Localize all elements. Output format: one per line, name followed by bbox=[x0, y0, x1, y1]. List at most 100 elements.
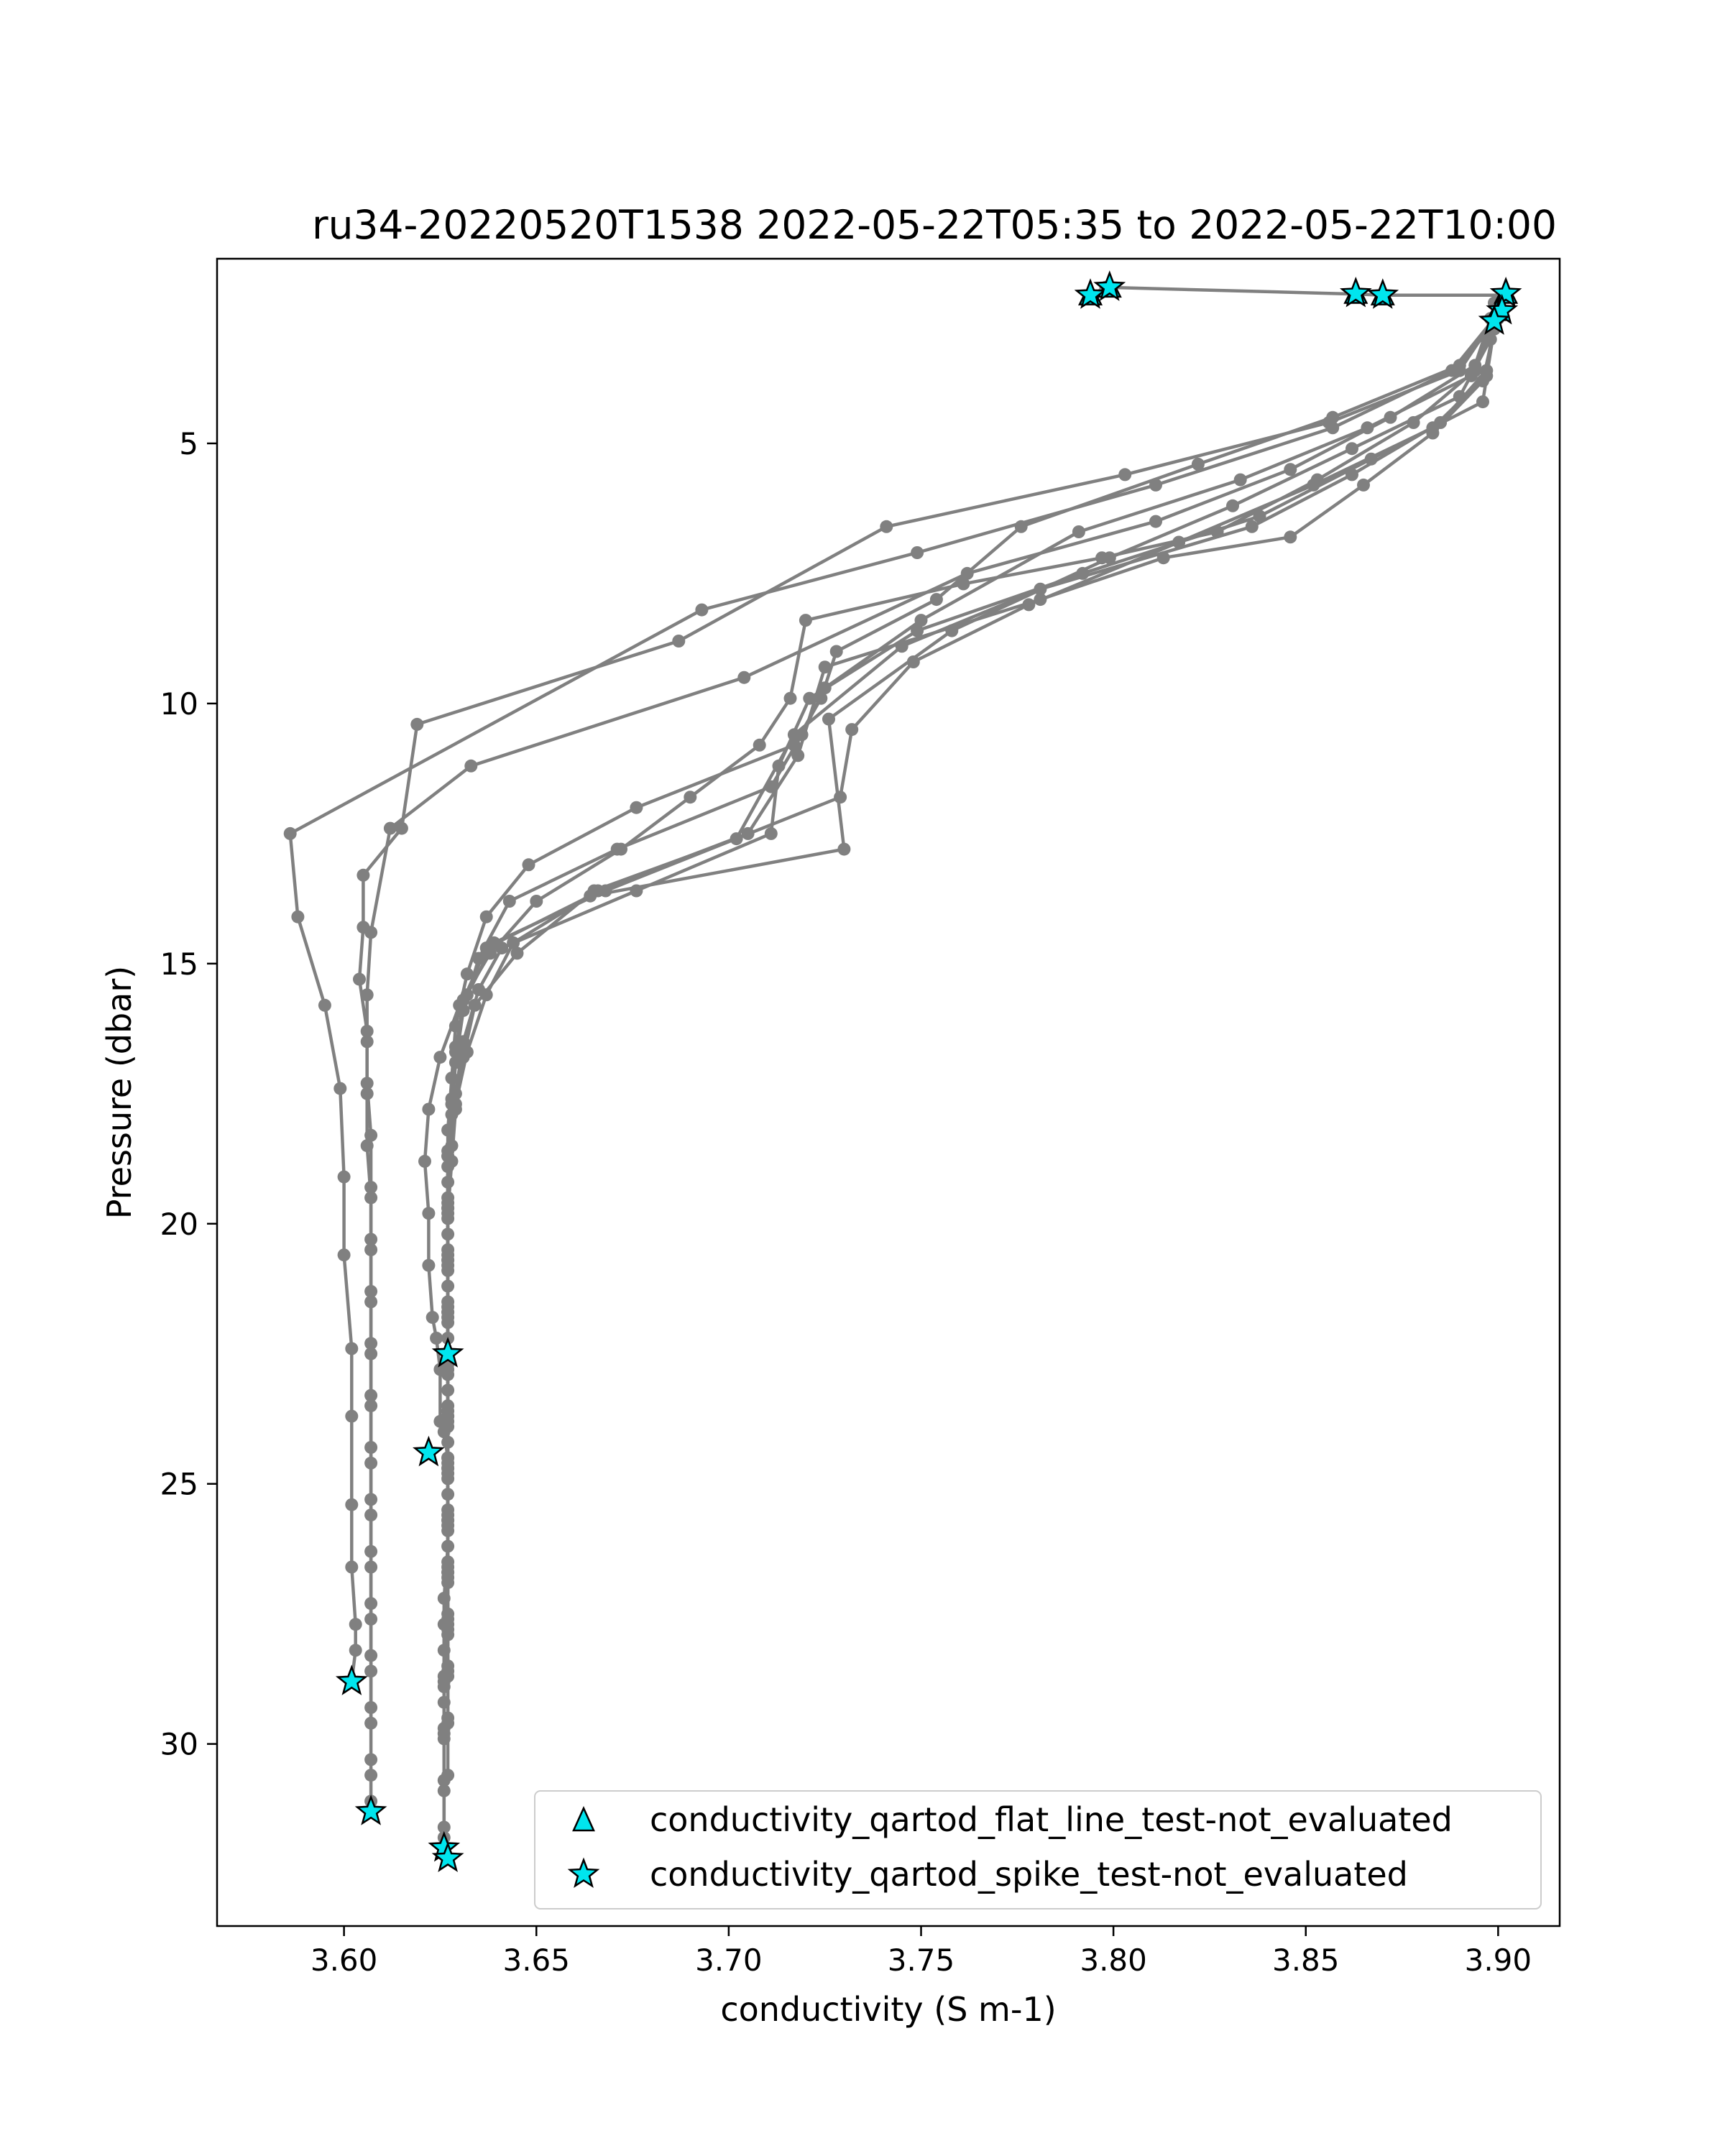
profile-point bbox=[360, 988, 374, 1002]
profile-point bbox=[430, 1332, 443, 1345]
profile-point bbox=[684, 791, 697, 804]
profile-point bbox=[1326, 421, 1340, 435]
profile-point bbox=[441, 1508, 455, 1522]
x-tick-label: 3.85 bbox=[1272, 1943, 1340, 1978]
profile-point bbox=[437, 1732, 451, 1746]
profile-point bbox=[441, 1196, 455, 1210]
x-tick-label: 3.75 bbox=[888, 1943, 955, 1978]
x-tick-label: 3.60 bbox=[310, 1943, 378, 1978]
y-tick-label: 30 bbox=[160, 1727, 198, 1762]
profile-point bbox=[630, 884, 643, 898]
profile-point bbox=[630, 801, 643, 814]
profile-point bbox=[422, 1258, 436, 1272]
spike-flag-marker bbox=[1093, 270, 1126, 301]
profile-point bbox=[395, 821, 408, 835]
profile-point bbox=[364, 1597, 378, 1611]
profile-point bbox=[441, 1560, 455, 1574]
profile-point bbox=[818, 681, 832, 695]
profile-point bbox=[441, 1144, 455, 1158]
profile-point bbox=[1480, 369, 1494, 382]
profile-point bbox=[837, 842, 851, 856]
profile-point bbox=[441, 1576, 455, 1590]
profile-point bbox=[695, 603, 709, 617]
profile-point bbox=[1034, 593, 1047, 607]
profile-point bbox=[448, 1056, 462, 1069]
profile-point bbox=[445, 1107, 459, 1121]
profile-point bbox=[441, 1175, 455, 1189]
profile-point bbox=[441, 1212, 455, 1225]
profile-point bbox=[507, 936, 520, 949]
spike-flag-marker bbox=[431, 1337, 464, 1368]
profile-point bbox=[672, 635, 686, 648]
profile-point bbox=[472, 952, 485, 965]
profile-point bbox=[349, 1618, 362, 1631]
profile-point bbox=[437, 1592, 451, 1605]
profile-point bbox=[356, 921, 370, 934]
profile-point bbox=[441, 1227, 455, 1241]
profile-point bbox=[441, 1383, 455, 1397]
profile-point bbox=[472, 983, 485, 996]
profile-point bbox=[364, 1284, 378, 1298]
legend: conductivity_qartod_flat_line_test-not_e… bbox=[534, 1790, 1542, 1909]
profile-point bbox=[502, 895, 516, 908]
profile-point bbox=[437, 1820, 451, 1834]
profile-point bbox=[364, 1701, 378, 1714]
profile-point bbox=[906, 655, 920, 668]
profile-point bbox=[364, 1493, 378, 1506]
profile-point bbox=[1468, 364, 1482, 377]
profile-point bbox=[1284, 463, 1297, 476]
profile-point bbox=[1149, 515, 1162, 528]
profile-point bbox=[364, 1181, 378, 1194]
profile-point bbox=[484, 946, 497, 960]
profile-point bbox=[1426, 421, 1440, 435]
profile-point bbox=[441, 1300, 455, 1314]
y-tick-label: 10 bbox=[160, 686, 198, 722]
profile-point bbox=[460, 1045, 474, 1059]
profile-point bbox=[437, 1644, 451, 1657]
x-tick-label: 3.70 bbox=[695, 1943, 763, 1978]
profile-point bbox=[441, 1628, 455, 1641]
profile-point bbox=[1407, 416, 1420, 429]
profile-point bbox=[437, 1680, 451, 1693]
profile-point bbox=[799, 614, 812, 627]
profile-point bbox=[364, 1753, 378, 1766]
profile-point bbox=[795, 728, 809, 742]
profile-point bbox=[441, 1539, 455, 1553]
profile-point bbox=[448, 1040, 462, 1054]
profile-point bbox=[787, 738, 801, 752]
profile-point bbox=[364, 1337, 378, 1350]
profile-point bbox=[945, 624, 959, 637]
profile-point bbox=[445, 1092, 459, 1105]
profile-point bbox=[364, 1128, 378, 1142]
profile-point bbox=[522, 858, 535, 872]
chart-title: ru34-20220520T1538 2022-05-22T05:35 to 2… bbox=[312, 202, 1557, 248]
profile-point bbox=[383, 821, 397, 835]
profile-point bbox=[364, 1769, 378, 1782]
plot-area bbox=[216, 257, 1561, 1927]
y-tick-label: 25 bbox=[160, 1467, 198, 1502]
profile-point bbox=[433, 1363, 447, 1376]
profile-point bbox=[814, 691, 828, 705]
profile-point bbox=[360, 1035, 374, 1049]
profile-point bbox=[1014, 520, 1028, 533]
profile-point bbox=[364, 1233, 378, 1246]
spike-flag-marker bbox=[1339, 276, 1372, 308]
profile-point bbox=[364, 1560, 378, 1574]
profile-point bbox=[433, 1414, 447, 1428]
profile-point bbox=[349, 1644, 362, 1657]
y-tick-label: 5 bbox=[179, 426, 198, 461]
profile-point bbox=[360, 1024, 374, 1038]
profile-point bbox=[460, 967, 474, 981]
profile-point bbox=[834, 791, 847, 804]
profile-point bbox=[1346, 468, 1358, 482]
profile-point bbox=[911, 624, 924, 637]
legend-label-spike: conductivity_qartod_spike_test-not_evalu… bbox=[650, 1855, 1408, 1894]
profile-point bbox=[426, 1311, 439, 1325]
profile-point bbox=[345, 1560, 359, 1574]
profile-point bbox=[1156, 551, 1170, 565]
spike-flag-marker bbox=[1478, 304, 1511, 335]
profile-point bbox=[345, 1498, 359, 1511]
profile-point bbox=[364, 1456, 378, 1470]
profile-point bbox=[1253, 510, 1266, 523]
